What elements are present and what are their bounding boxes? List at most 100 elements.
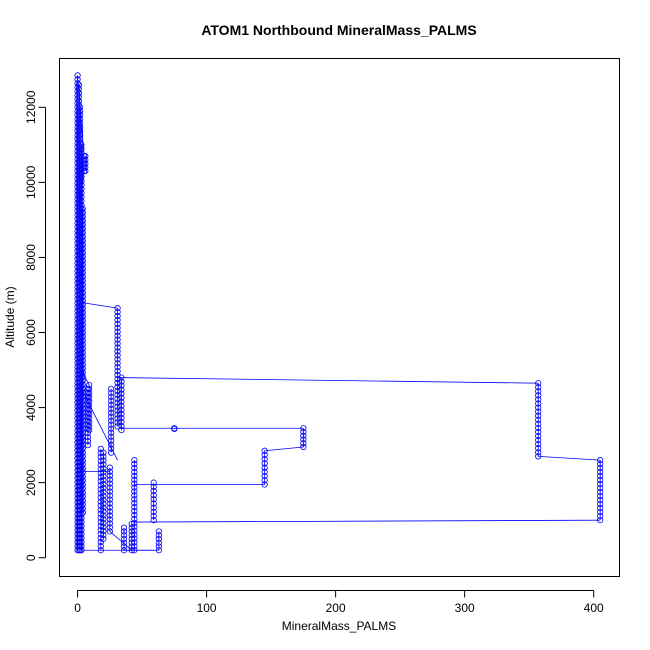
data-point <box>78 181 85 189</box>
series-connector-line <box>538 455 601 461</box>
data-point <box>597 457 604 464</box>
data-point <box>171 425 178 432</box>
data-point <box>79 229 86 236</box>
data-point <box>300 432 307 439</box>
data-point <box>77 128 84 135</box>
y-tick-label: 4000 <box>24 394 38 421</box>
data-point <box>106 516 113 523</box>
data-point <box>106 484 113 491</box>
data-point <box>131 535 138 542</box>
data-point <box>114 348 121 355</box>
data-point <box>118 414 125 422</box>
data-point <box>300 425 307 432</box>
data-point <box>131 519 138 526</box>
data-point <box>118 410 125 418</box>
data-point <box>79 473 86 480</box>
data-point <box>535 445 542 452</box>
data-point <box>114 312 121 320</box>
data-point <box>108 389 115 396</box>
data-point <box>106 504 113 511</box>
data-point <box>118 386 125 393</box>
data-point <box>131 539 138 546</box>
data-point <box>79 317 86 324</box>
data-point <box>106 520 113 527</box>
data-point <box>79 505 86 512</box>
data-point <box>79 377 86 384</box>
data-point <box>108 449 115 456</box>
data-point <box>79 365 86 372</box>
data-point <box>78 185 85 193</box>
data-point <box>120 535 128 543</box>
data-point <box>155 539 162 546</box>
data-point <box>78 290 85 297</box>
data-point <box>114 340 121 347</box>
data-point <box>75 85 82 92</box>
data-point <box>106 464 113 471</box>
data-point <box>100 449 107 456</box>
data-point <box>155 547 162 554</box>
data-point <box>597 461 604 468</box>
data-point <box>150 487 157 495</box>
data-point <box>100 473 107 480</box>
data-point <box>79 257 86 264</box>
data-point <box>131 488 138 495</box>
data-point <box>535 388 542 395</box>
data-point <box>100 480 107 488</box>
data-point <box>100 484 107 492</box>
data-point <box>79 457 86 464</box>
data-point <box>79 329 86 336</box>
data-point <box>86 398 93 405</box>
data-point <box>131 492 138 499</box>
data-point <box>75 81 82 88</box>
data-point <box>150 492 157 499</box>
data-point <box>131 496 138 503</box>
data-point <box>78 531 85 538</box>
data-point <box>150 508 157 515</box>
data-point <box>86 381 93 389</box>
data-point <box>261 447 268 454</box>
data-point <box>106 472 113 479</box>
data-point <box>120 524 128 531</box>
data-point <box>79 509 86 516</box>
data-point <box>106 476 113 483</box>
data-point <box>597 509 604 516</box>
data-point <box>79 353 86 360</box>
data-point <box>79 337 86 344</box>
data-point <box>78 145 85 152</box>
data-point <box>597 513 604 520</box>
data-point <box>106 512 113 519</box>
data-point <box>79 373 86 380</box>
data-point <box>100 524 107 531</box>
data-point <box>535 380 542 387</box>
data-point <box>82 156 89 163</box>
data-point <box>78 173 85 181</box>
data-point <box>114 336 121 343</box>
data-point <box>535 396 542 403</box>
data-point <box>84 429 91 437</box>
data-point <box>118 422 125 430</box>
data-point <box>597 517 604 524</box>
data-point <box>74 72 81 79</box>
x-tick-label: 0 <box>74 601 81 615</box>
data-point <box>84 425 91 433</box>
data-point <box>131 515 138 522</box>
y-tick-label: 12000 <box>24 90 38 124</box>
data-point <box>150 483 157 490</box>
data-point <box>84 433 91 441</box>
data-point <box>100 520 107 527</box>
data-point <box>77 112 84 119</box>
data-point <box>535 400 542 407</box>
data-point <box>535 424 542 432</box>
data-point <box>75 89 82 96</box>
data-point <box>118 402 125 409</box>
data-point <box>535 408 542 415</box>
data-point <box>78 298 85 305</box>
data-point <box>97 547 104 554</box>
data-point <box>79 241 86 248</box>
data-point <box>79 493 86 500</box>
data-point <box>79 213 86 220</box>
data-point <box>114 305 121 312</box>
data-point <box>108 409 115 416</box>
data-point <box>75 97 82 104</box>
